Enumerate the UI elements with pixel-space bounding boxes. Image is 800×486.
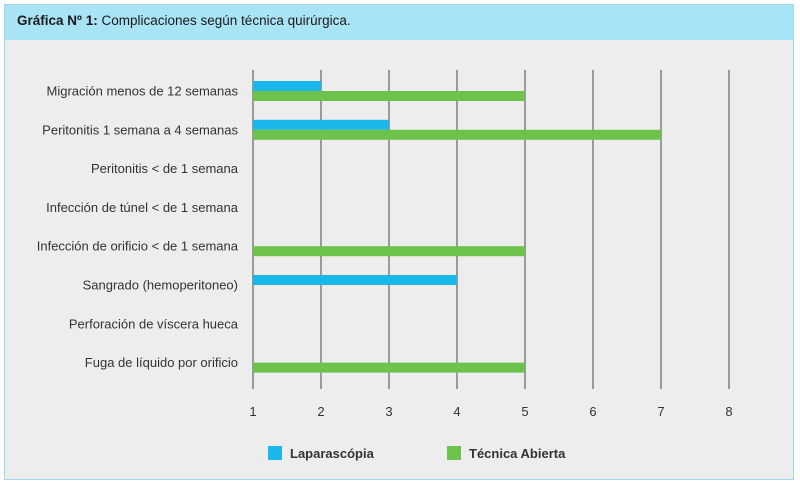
legend-label-laparascopia: Laparascópia: [290, 446, 375, 461]
bar-tecnica-abierta: [253, 362, 525, 373]
x-tick-label: 1: [249, 404, 256, 419]
legend-label-tecnica-abierta: Técnica Abierta: [469, 446, 566, 461]
legend-swatch-laparascopia: [268, 446, 282, 460]
category-label: Fuga de líquido por orificio: [85, 355, 238, 370]
x-tick-label: 7: [657, 404, 664, 419]
x-tick-label: 2: [317, 404, 324, 419]
category-label: Migración menos de 12 semanas: [47, 84, 239, 99]
category-label: Infección de orificio < de 1 semana: [37, 239, 239, 254]
category-label: Peritonitis < de 1 semana: [91, 161, 239, 176]
bar-laparascopia: [253, 81, 321, 91]
bar-tecnica-abierta: [253, 246, 525, 257]
x-tick-label: 3: [385, 404, 392, 419]
chart-header: Gráfica Nº 1: Complicaciones según técni…: [5, 5, 793, 40]
x-tick-label: 4: [453, 404, 460, 419]
category-label: Peritonitis 1 semana a 4 semanas: [42, 122, 238, 137]
category-label: Perforación de víscera hueca: [69, 316, 239, 331]
x-tick-label: 5: [521, 404, 528, 419]
chart-frame: Gráfica Nº 1: Complicaciones según técni…: [4, 4, 794, 480]
chart-title-prefix: Gráfica Nº 1:: [17, 13, 98, 28]
legend-swatch-tecnica-abierta: [447, 446, 461, 460]
category-label: Infección de túnel < de 1 semana: [46, 200, 239, 215]
bar-laparascopia: [253, 275, 457, 285]
bar-tecnica-abierta: [253, 129, 661, 140]
category-label: Sangrado (hemoperitoneo): [83, 278, 238, 293]
bar-tecnica-abierta: [253, 91, 525, 101]
bar-laparascopia: [253, 119, 389, 130]
x-tick-label: 8: [725, 404, 732, 419]
chart-title-text: Complicaciones según técnica quirúrgica.: [101, 13, 351, 28]
x-tick-label: 6: [589, 404, 596, 419]
